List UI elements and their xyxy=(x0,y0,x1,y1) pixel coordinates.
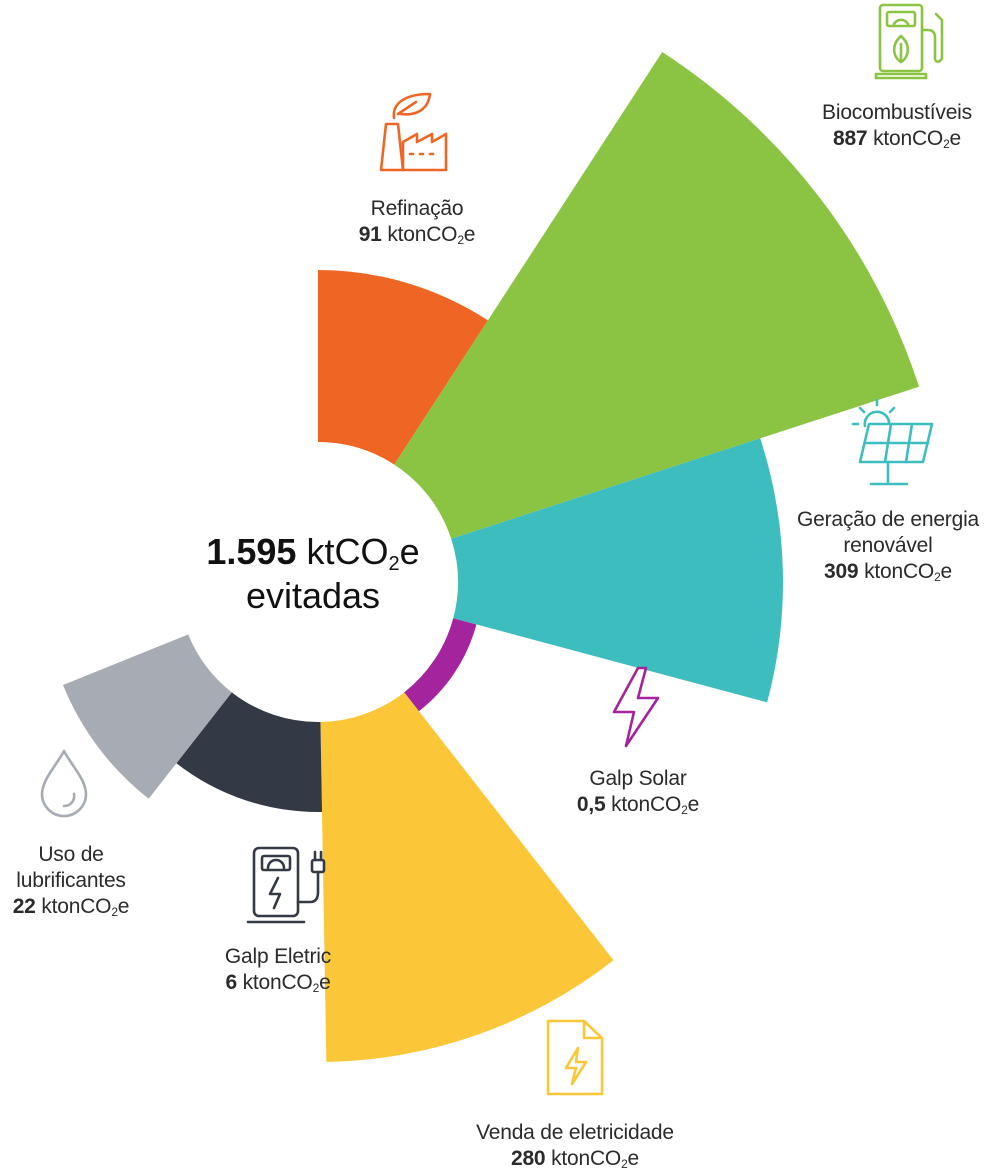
slice-eletric xyxy=(176,692,323,812)
label-geracao-unit-sub: 2 xyxy=(934,570,941,584)
label-eletric-unit-suffix: e xyxy=(319,971,331,994)
label-solar-unit: ktonCO xyxy=(611,793,682,816)
total-unit-sub: 2 xyxy=(388,553,400,575)
label-lubrificantes: Uso de lubrificantes 22 ktonCO2e xyxy=(0,842,142,920)
label-eletric-name: Galp Eletric xyxy=(224,945,332,968)
total-value: 1.595 xyxy=(206,531,297,572)
total-caption: evitadas xyxy=(245,575,381,616)
factory-leaf-icon xyxy=(379,92,448,172)
label-refinacao-unit-sub: 2 xyxy=(457,233,464,247)
label-biocombustiveis-value: 887 xyxy=(832,127,868,150)
label-venda-value: 280 xyxy=(510,1147,546,1170)
label-lubrificantes-value: 22 xyxy=(12,895,36,918)
label-lubrificantes-unit-suffix: e xyxy=(117,895,130,918)
total-unit-prefix: ktCO xyxy=(306,531,389,572)
label-refinacao-unit: ktonCO xyxy=(387,223,458,246)
label-geracao-unit-suffix: e xyxy=(940,560,953,583)
label-lubrificantes-unit-sub: 2 xyxy=(111,905,118,919)
slice-biocombustiveis xyxy=(394,51,920,539)
charging-station-icon xyxy=(246,846,326,924)
label-geracao: Geração de energia renovável 309 ktonCO2… xyxy=(782,507,994,585)
label-biocombustiveis-unit: ktonCO xyxy=(873,127,944,150)
label-solar: Galp Solar 0,5 ktonCO2e xyxy=(540,766,736,818)
label-solar-unit-suffix: e xyxy=(687,793,700,816)
total-unit-suffix: e xyxy=(399,531,420,572)
label-lubrificantes-name-2: lubrificantes xyxy=(16,869,126,892)
slice-refinacao xyxy=(318,270,488,465)
label-venda: Venda de eletricidade 280 ktonCO2e xyxy=(440,1120,710,1172)
label-lubrificantes-unit: ktonCO xyxy=(41,895,112,918)
label-venda-name: Venda de eletricidade xyxy=(476,1121,674,1144)
label-solar-name: Galp Solar xyxy=(589,767,687,790)
slice-lubrificantes xyxy=(63,634,232,799)
label-refinacao-unit-suffix: e xyxy=(463,223,476,246)
label-geracao-value: 309 xyxy=(823,560,859,583)
document-lightning-icon xyxy=(546,1019,604,1096)
label-refinacao-value: 91 xyxy=(358,223,382,246)
label-geracao-unit: ktonCO xyxy=(864,560,935,583)
label-eletric: Galp Eletric 6 ktonCO2e xyxy=(190,944,366,996)
label-solar-value: 0,5 xyxy=(576,793,606,816)
label-venda-unit-sub: 2 xyxy=(621,1157,628,1171)
lightning-icon xyxy=(612,666,660,748)
slice-solar xyxy=(404,618,477,712)
label-biocombustiveis-unit-suffix: e xyxy=(949,127,962,150)
label-venda-unit-suffix: e xyxy=(627,1147,640,1170)
label-geracao-name-1: Geração de energia xyxy=(796,508,980,531)
label-refinacao-name: Refinação xyxy=(370,197,464,220)
label-biocombustiveis-name: Biocombustíveis xyxy=(822,101,972,124)
label-geracao-name-2: renovável xyxy=(843,534,933,557)
droplet-icon xyxy=(40,749,88,818)
label-lubrificantes-name-1: Uso de xyxy=(38,843,104,866)
center-total: 1.595 ktCO2e evitadas xyxy=(168,530,458,618)
label-eletric-unit: ktonCO xyxy=(242,971,313,994)
label-biocombustiveis: Biocombustíveis 887 ktonCO2e xyxy=(800,100,994,152)
label-refinacao: Refinação 91 ktonCO2e xyxy=(310,196,524,248)
label-eletric-unit-sub: 2 xyxy=(312,981,320,995)
label-solar-unit-sub: 2 xyxy=(681,803,688,817)
fuel-pump-leaf-icon xyxy=(874,3,944,80)
solar-panel-icon xyxy=(851,398,934,486)
label-biocombustiveis-unit-sub: 2 xyxy=(943,137,950,151)
slice-geracao xyxy=(451,438,783,703)
label-venda-unit: ktonCO xyxy=(551,1147,622,1170)
label-eletric-value: 6 xyxy=(225,971,237,994)
slice-venda xyxy=(320,692,614,1062)
